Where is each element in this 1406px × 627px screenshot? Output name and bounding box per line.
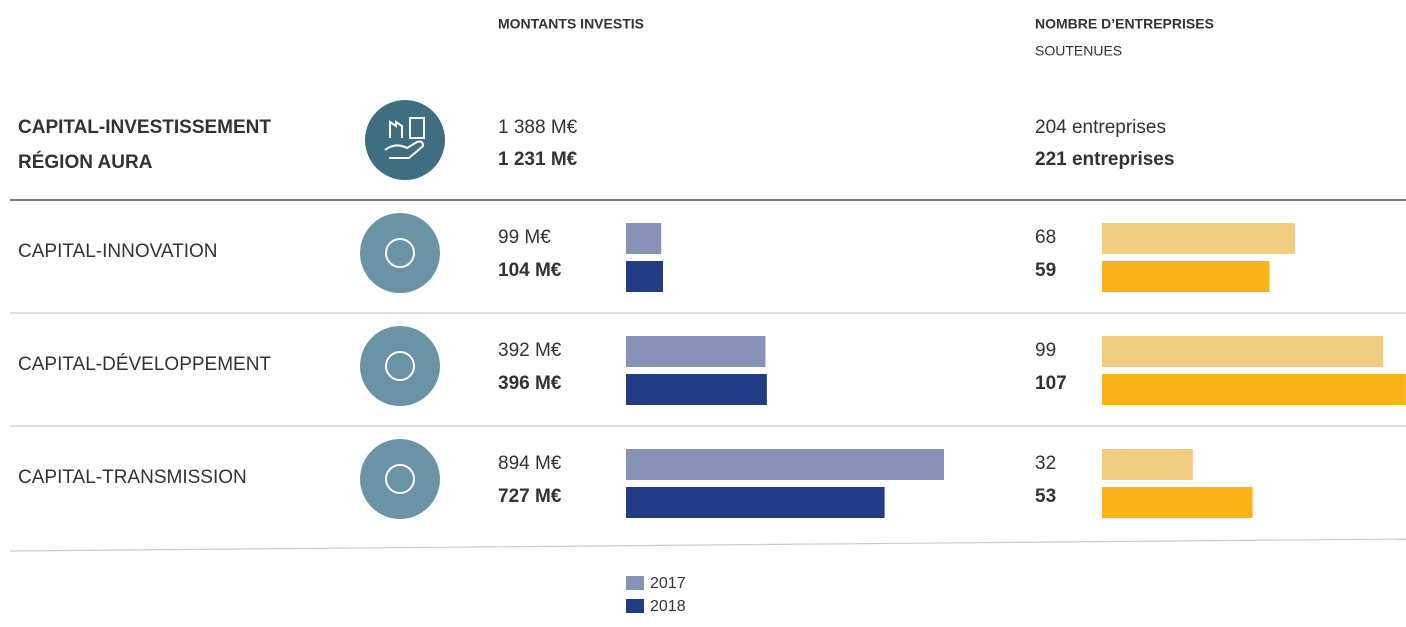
amount-bar <box>626 223 662 254</box>
amount-label: 99 M€ <box>498 227 551 248</box>
row-label: CAPITAL-INNOVATION <box>18 241 218 262</box>
amount-bar <box>626 261 663 292</box>
companies-label: 107 <box>1035 373 1067 394</box>
icon-glyph <box>385 464 415 494</box>
icon-glyph <box>385 238 415 268</box>
icon <box>360 213 440 293</box>
icon <box>360 439 440 519</box>
legend-label: 2017 <box>650 575 686 592</box>
companies-bar <box>1102 449 1193 480</box>
companies-label: 59 <box>1035 260 1056 281</box>
companies-bar <box>1102 374 1406 405</box>
total-label: RÉGION AURA <box>18 151 153 173</box>
amount-bar <box>626 487 885 518</box>
amount-label: 392 M€ <box>498 340 562 361</box>
total-companies: 204 entreprises <box>1035 117 1166 138</box>
separator <box>9 538 1406 552</box>
companies-label: 68 <box>1035 227 1056 248</box>
legend-swatch <box>626 599 644 613</box>
companies-bar <box>1102 223 1296 254</box>
legend-label: 2018 <box>650 598 686 615</box>
icon <box>365 100 445 180</box>
legend-swatch <box>626 576 644 590</box>
amount-bar <box>626 374 767 405</box>
total-companies: 221 entreprises <box>1035 149 1174 170</box>
companies-bar <box>1102 336 1384 367</box>
companies-bar <box>1102 261 1270 292</box>
companies-label: 32 <box>1035 453 1056 474</box>
total-label: CAPITAL-INVESTISSEMENT <box>18 117 271 138</box>
row-label: CAPITAL-TRANSMISSION <box>18 467 247 488</box>
total-amount: 1 231 M€ <box>498 149 578 170</box>
amount-label: 396 M€ <box>498 373 562 394</box>
companies-bar <box>1102 487 1253 518</box>
icon-glyph <box>385 351 415 381</box>
amount-label: 727 M€ <box>498 486 562 507</box>
amount-label: 894 M€ <box>498 453 562 474</box>
total-amount: 1 388 M€ <box>498 117 578 138</box>
amount-label: 104 M€ <box>498 260 562 281</box>
companies-label: 99 <box>1035 340 1056 361</box>
icon-glyph <box>384 117 425 159</box>
amount-bar <box>626 336 766 367</box>
companies-header-sub: SOUTENUES <box>1035 43 1122 59</box>
companies-label: 53 <box>1035 486 1056 507</box>
amounts-header: MONTANTS INVESTIS <box>498 16 644 32</box>
icon <box>360 326 440 406</box>
companies-header: NOMBRE D’ENTREPRISES <box>1035 16 1214 32</box>
row-label: CAPITAL-DÉVELOPPEMENT <box>18 354 271 375</box>
amount-bar <box>626 449 944 480</box>
